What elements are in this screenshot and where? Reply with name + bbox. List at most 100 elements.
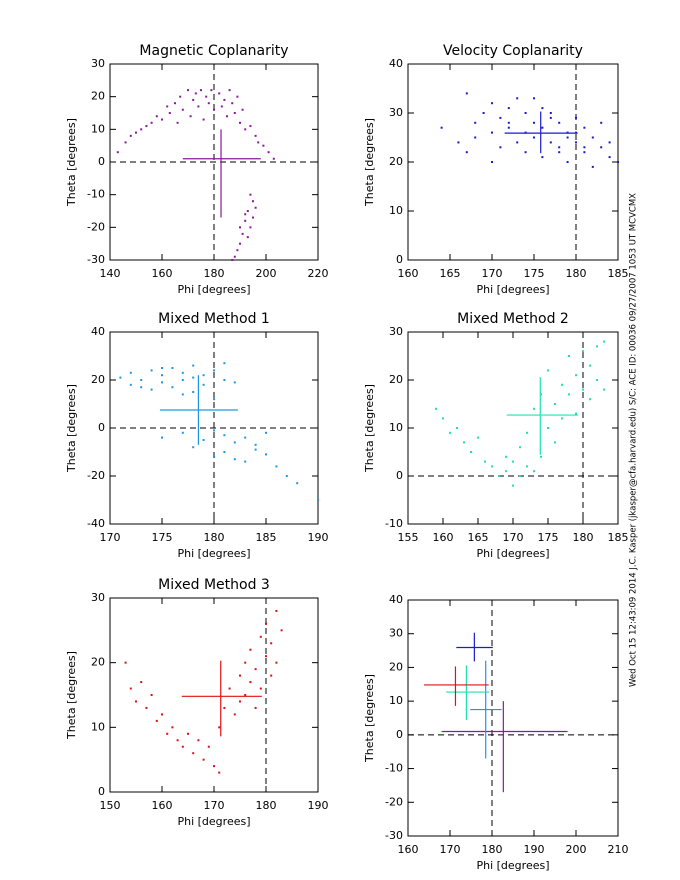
point	[589, 398, 591, 401]
point	[583, 151, 586, 154]
point	[249, 226, 252, 229]
point	[192, 446, 195, 449]
point	[140, 379, 143, 381]
point	[189, 115, 192, 118]
chart-title: Mixed Method 2	[457, 311, 569, 327]
point	[176, 739, 179, 742]
point	[129, 687, 132, 690]
y-tick-label: -10	[385, 517, 403, 530]
point	[505, 470, 507, 473]
point	[223, 706, 226, 709]
point	[202, 439, 205, 441]
point	[499, 116, 502, 119]
point	[244, 460, 247, 463]
point	[145, 706, 148, 709]
point	[257, 141, 260, 144]
x-axis-label: Phi [degrees]	[476, 547, 549, 560]
point	[582, 350, 584, 353]
x-tick-label: 185	[256, 531, 277, 544]
point	[140, 681, 143, 684]
point	[161, 381, 163, 384]
point	[246, 236, 249, 239]
point	[442, 417, 444, 420]
point	[197, 739, 200, 742]
x-axis-label: Phi [degrees]	[177, 547, 250, 560]
x-tick-label: 180	[566, 267, 587, 280]
x-axis-label: Phi [degrees]	[476, 283, 549, 296]
x-tick-label: 190	[524, 843, 545, 856]
point	[491, 465, 493, 468]
y-tick-label: -40	[87, 517, 105, 530]
point	[617, 161, 619, 163]
point	[296, 482, 299, 485]
y-tick-label: 10	[91, 720, 105, 733]
point	[181, 108, 184, 111]
point	[533, 136, 535, 139]
x-tick-label: 175	[524, 267, 545, 280]
point	[575, 412, 577, 415]
point	[541, 126, 544, 129]
point	[561, 417, 563, 420]
point	[470, 451, 472, 453]
y-tick-label: 10	[389, 421, 403, 434]
point	[218, 771, 221, 774]
point	[589, 364, 591, 367]
chart-title: Magnetic Coplanarity	[139, 43, 288, 59]
annotation: Wed Oct 15 12:43:09 2014 J.C. Kasper (jk…	[629, 193, 639, 687]
point	[516, 141, 519, 144]
point	[512, 484, 514, 487]
point	[213, 398, 215, 401]
point	[600, 146, 603, 149]
point	[575, 141, 577, 144]
point	[568, 355, 570, 357]
point	[254, 668, 257, 671]
point	[252, 200, 254, 203]
point	[516, 97, 519, 100]
point	[179, 95, 182, 98]
point	[233, 441, 236, 444]
point	[218, 92, 221, 95]
y-tick-label: 30	[389, 627, 403, 640]
point	[465, 151, 468, 154]
point	[575, 116, 577, 119]
chart-title: Mixed Method 3	[158, 577, 270, 593]
point	[129, 383, 132, 386]
point	[566, 161, 569, 163]
point	[161, 436, 163, 439]
point	[226, 115, 228, 118]
point	[202, 383, 205, 386]
chart-title: Velocity Coplanarity	[443, 43, 583, 59]
y-tick-label: 30	[91, 591, 105, 604]
y-tick-label: -10	[385, 762, 403, 775]
point	[210, 89, 213, 92]
y-tick-label: 40	[91, 325, 105, 338]
point	[254, 706, 257, 709]
point	[233, 381, 236, 384]
point	[558, 121, 561, 124]
point	[228, 89, 231, 92]
point	[124, 661, 127, 664]
point	[512, 460, 514, 463]
point	[267, 151, 270, 154]
point	[465, 92, 468, 95]
point	[440, 126, 443, 129]
point	[220, 105, 223, 108]
y-tick-label: 20	[91, 90, 105, 103]
point	[233, 458, 236, 461]
point	[265, 622, 267, 625]
point	[583, 126, 586, 129]
point	[265, 655, 267, 658]
point	[275, 465, 278, 468]
x-tick-label: 210	[608, 843, 629, 856]
point	[540, 455, 542, 458]
x-tick-label: 160	[152, 799, 173, 812]
point	[119, 376, 122, 379]
point	[213, 108, 215, 111]
point	[213, 765, 215, 768]
point	[228, 687, 231, 690]
point	[505, 455, 507, 458]
point	[233, 255, 236, 258]
x-tick-label: 170	[100, 531, 121, 544]
